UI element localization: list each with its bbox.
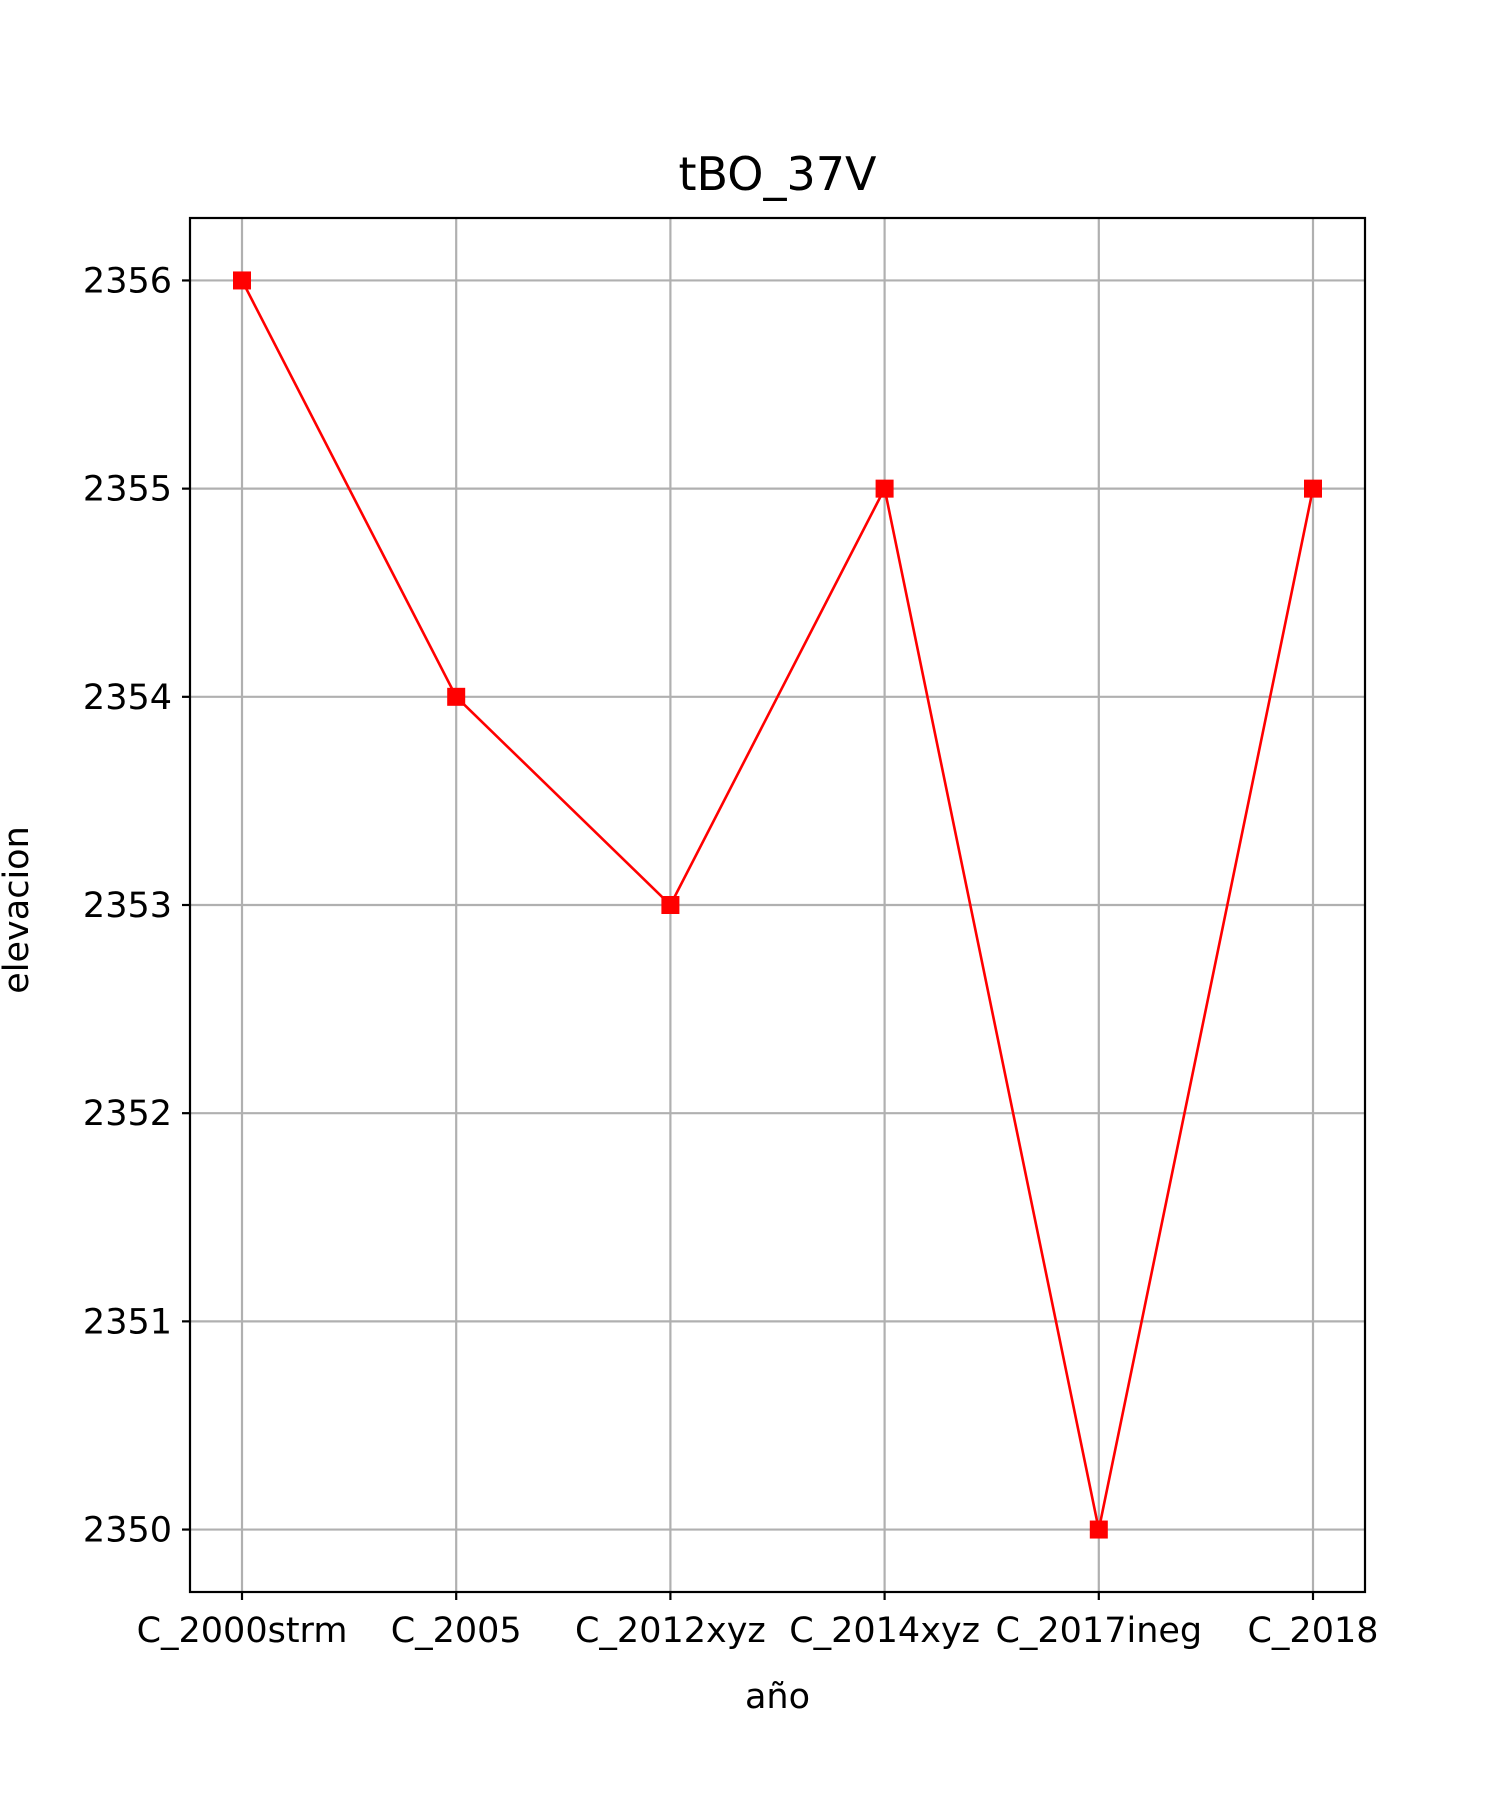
x-tick-label: C_2000strm [137,1611,348,1651]
y-axis-label: elevacion [0,826,37,994]
x-tick-label: C_2005 [391,1611,522,1651]
data-point-marker [875,479,894,498]
data-point-marker [233,271,251,290]
y-tick-label: 2356 [83,261,172,301]
y-tick-label: 2350 [83,1511,172,1551]
x-tick-label: C_2018 [1247,1611,1378,1651]
y-tick-label: 2351 [83,1302,172,1342]
data-point-marker [1089,1520,1108,1539]
x-tick-label: C_2014xyz [789,1611,980,1651]
chart-title: tBO_37V [679,147,878,201]
y-tick-label: 2354 [83,678,172,718]
y-tick-label: 2352 [83,1094,172,1134]
data-point-marker [661,896,680,914]
y-tick-label: 2353 [83,886,172,926]
ticks-layer: C_2000strm C_2005 C_2012xyz C_2014xyz C_2017… [83,261,1379,1651]
x-tick-label: C_2017ineg [995,1611,1202,1651]
series-line [240,279,1315,1530]
series-layer [233,271,1322,1539]
data-point-marker [447,687,466,706]
grid-layer [190,218,1365,1592]
x-axis-label: año [745,1677,810,1717]
x-tick-label: C_2012xyz [575,1611,766,1651]
y-tick-label: 2355 [83,470,172,510]
data-point-marker [1304,479,1322,498]
